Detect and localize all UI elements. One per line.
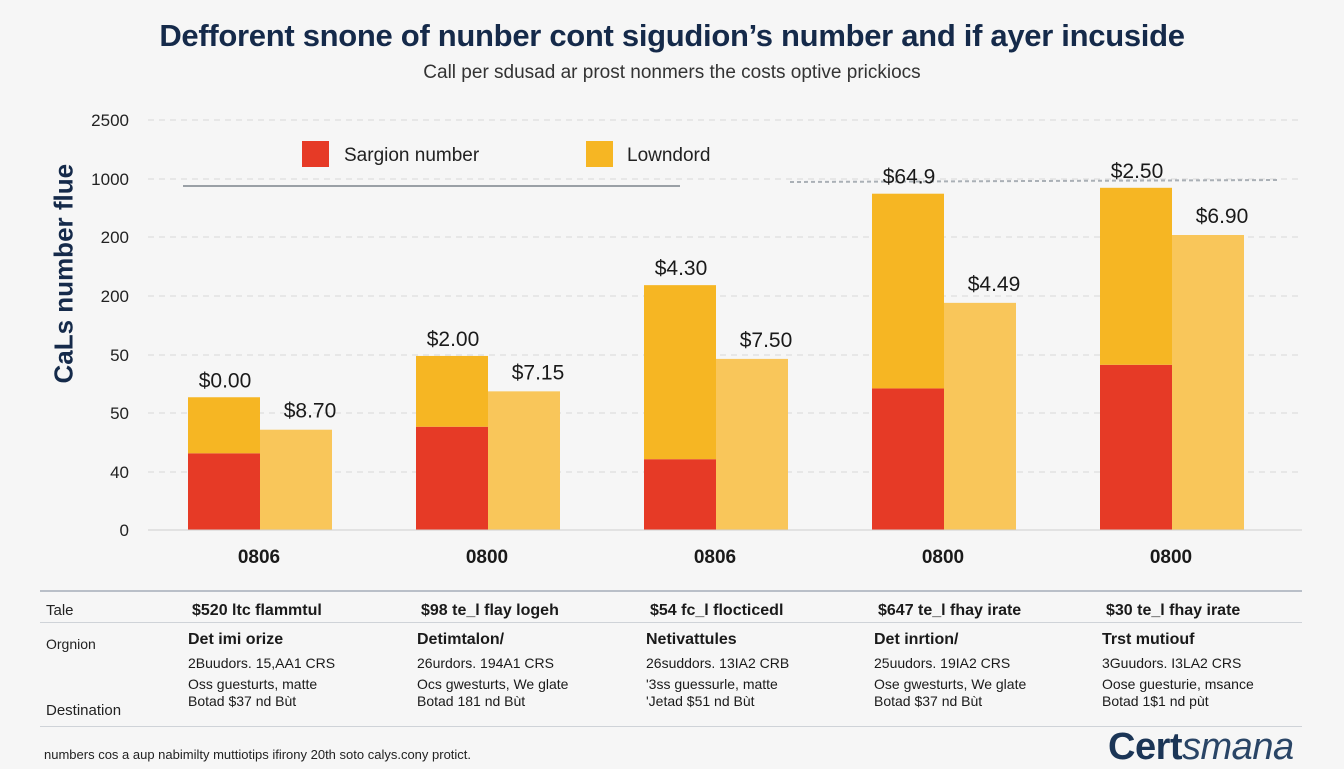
data-label-stacked: $4.30 (655, 257, 708, 280)
bar-light (1172, 235, 1244, 530)
x-tick-label: 0806 (694, 547, 736, 568)
table-bottom-rule (40, 726, 1302, 727)
logo-main: Cert (1108, 726, 1183, 768)
table-line-cell: Botad $37 nd Bùt (188, 693, 297, 709)
table-line-cell: 26urdors. 194A1 CRS (417, 655, 554, 671)
data-label-light: $4.49 (968, 273, 1021, 296)
data-label-stacked: $2.50 (1111, 160, 1164, 183)
bar-lowndord (416, 355, 488, 427)
footer-note: numbers cos a aup nabimilty muttiotips i… (44, 747, 472, 762)
table-line-cell: 'Jetad $51 nd Bùt (646, 693, 755, 709)
bar-sargion (872, 388, 944, 530)
table-line-cell: Botad $37 nd Bùt (874, 693, 983, 709)
bar-light (716, 358, 788, 530)
chart-subtitle: Call per sdusad ar prost nonmers the cos… (423, 62, 921, 83)
bar-lowndord (872, 193, 944, 389)
table-head-cell: $54 fc_l flocticedl (650, 602, 784, 619)
row-label-destination: Destination (46, 702, 122, 719)
y-tick-label: 0 (120, 521, 129, 540)
data-label-stacked: $0.00 (199, 369, 252, 392)
legend-label-lowndord: Lowndord (627, 145, 710, 166)
x-tick-label: 0800 (1150, 547, 1192, 568)
brand-logo: Certsmana (1108, 726, 1294, 769)
table-name-cell: Detimtalon/ (417, 631, 505, 648)
data-label-light: $7.15 (512, 361, 565, 384)
table-head-cell: $30 te_l fhay irate (1106, 602, 1241, 619)
data-label-light: $8.70 (284, 400, 337, 423)
data-label-stacked: $64.9 (883, 166, 936, 189)
reference-line-dashed (789, 179, 1281, 183)
table-head-cell: $98 te_l flay logeh (421, 602, 559, 619)
y-tick-label: 2500 (91, 111, 129, 130)
logo-tail: smana (1182, 726, 1294, 768)
table-name-cell: Det inrtion/ (874, 631, 959, 648)
y-tick-label: 1000 (91, 170, 129, 189)
row-label-tale: Tale (46, 602, 74, 619)
chart-title: Defforent snone of nunber cont sigudion’… (159, 18, 1185, 53)
x-tick-label: 0806 (238, 547, 280, 568)
bar-chart: 2500 1000 200 200 50 50 40 0 Sargion number Lownd… (91, 111, 1302, 568)
data-label-light: $6.90 (1196, 205, 1249, 228)
table-line-cell: 25uudors. 19IA2 CRS (874, 655, 1011, 671)
table-head-cell: $520 ltc flammtul (192, 602, 322, 619)
legend-label-sargion: Sargion number (344, 145, 480, 166)
table-name-cell: Netivattules (646, 631, 737, 648)
table-top-rule (40, 590, 1302, 592)
y-tick-label: 50 (110, 404, 129, 423)
row-label-origin: Orgnion (46, 636, 96, 652)
table-line-cell: '3ss guessurle, matte (646, 676, 778, 692)
table-line-cell: 26suddors. 13IA2 CRB (646, 655, 790, 671)
table-line-cell: 2Buudors. 15,AA1 CRS (188, 655, 336, 671)
table-line-cell: Ocs gwesturts, We glate (417, 676, 569, 692)
bar-lowndord (188, 397, 260, 454)
table-line-cell: Oss guesturts, matte (188, 676, 318, 692)
legend-swatch-sargion (302, 141, 329, 167)
table-line-cell: Oose guesturie, msance (1102, 676, 1254, 692)
table-name-cell: Trst mutiouf (1102, 631, 1195, 648)
table-line-cell: Ose gwesturts, We glate (874, 676, 1027, 692)
y-tick-label: 40 (110, 463, 129, 482)
legend-swatch-lowndord (586, 141, 613, 167)
table-line-cell: Botad 1$1 nd pùt (1102, 693, 1209, 709)
table-head-cell: $647 te_l fhay irate (878, 602, 1022, 619)
y-tick-label: 50 (110, 346, 129, 365)
x-tick-label: 0800 (922, 547, 964, 568)
bar-sargion (188, 453, 260, 530)
bar-lowndord (644, 285, 716, 460)
bar-lowndord (1100, 187, 1172, 365)
table-name-cell: Det imi orize (188, 631, 284, 648)
bar-light (488, 391, 560, 530)
data-label-stacked: $2.00 (427, 328, 480, 351)
bar-sargion (416, 426, 488, 530)
table-line-cell: 3Guudors. I3LA2 CRS (1102, 655, 1242, 671)
bar-light (260, 429, 332, 530)
data-label-light: $7.50 (740, 329, 793, 352)
table-row-rule (40, 622, 1302, 623)
table-line-cell: Botad 181 nd Bùt (417, 693, 526, 709)
bar-sargion (644, 459, 716, 530)
y-tick-label: 200 (101, 287, 129, 306)
bar-sargion (1100, 364, 1172, 530)
bar-light (944, 302, 1016, 530)
y-tick-label: 200 (101, 228, 129, 247)
x-tick-label: 0800 (466, 547, 508, 568)
